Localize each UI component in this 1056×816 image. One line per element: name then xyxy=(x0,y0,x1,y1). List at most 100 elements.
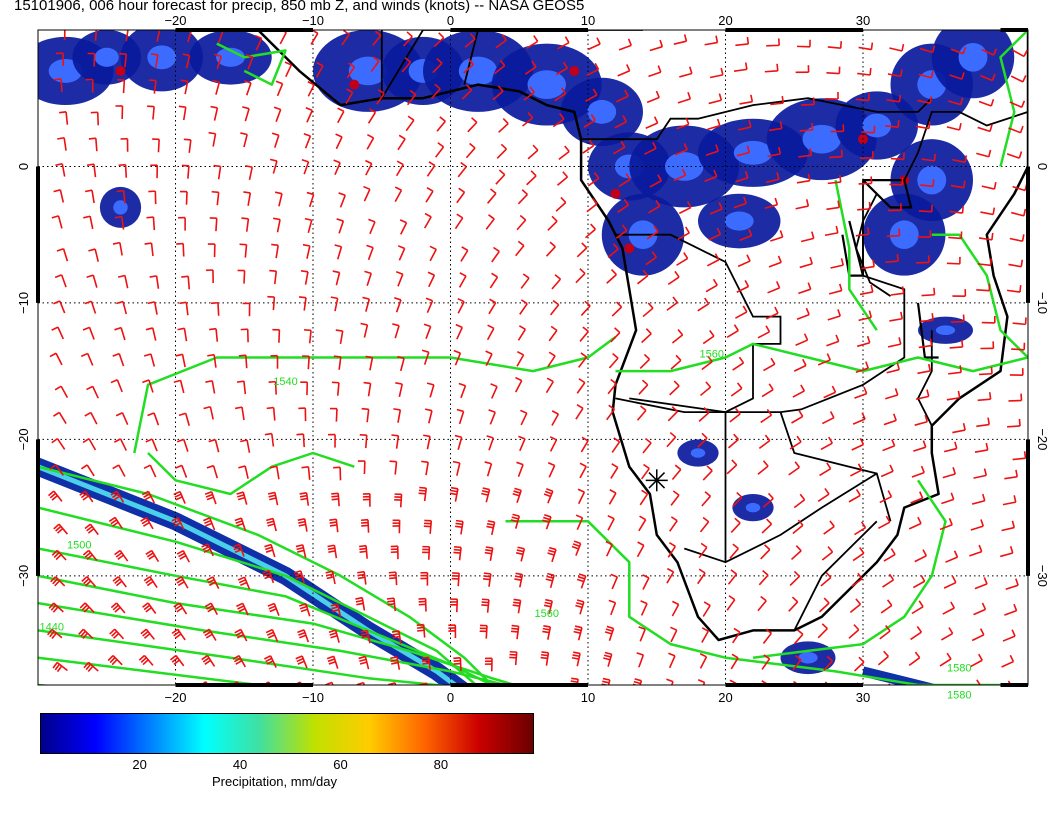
barb-feather xyxy=(1009,654,1015,662)
barb-feather xyxy=(115,412,123,417)
wind-barb xyxy=(677,92,692,104)
barb-feather xyxy=(616,301,623,308)
barb-feather xyxy=(110,379,118,384)
barb-feather xyxy=(54,691,58,697)
wind-barb xyxy=(671,329,684,344)
barb-feather xyxy=(299,634,307,639)
wind-barb xyxy=(817,623,828,639)
barb-feather xyxy=(529,86,535,93)
barb-feather xyxy=(486,522,495,526)
wind-barb xyxy=(981,48,998,56)
barb-staff xyxy=(737,126,752,131)
wind-barb xyxy=(702,601,711,617)
barb-feather xyxy=(81,576,88,583)
barb-feather xyxy=(49,630,55,638)
contour-line xyxy=(38,574,520,685)
wind-barb xyxy=(917,96,933,104)
barb-feather xyxy=(142,379,150,384)
wind-barb xyxy=(239,243,248,258)
wind-barb xyxy=(54,385,69,399)
barb-staff xyxy=(582,145,595,154)
barb-feather xyxy=(655,90,660,98)
wind-barb xyxy=(242,302,251,317)
barb-feather xyxy=(686,200,692,208)
barb-staff xyxy=(429,249,437,262)
barb-staff xyxy=(732,496,743,508)
barb-staff xyxy=(704,175,718,182)
wind-barb xyxy=(910,626,923,641)
barb-staff xyxy=(181,354,186,368)
barb-staff xyxy=(678,206,692,215)
barb-feather xyxy=(453,551,461,554)
barb-staff xyxy=(549,304,560,316)
barb-feather xyxy=(116,189,124,193)
barb-feather xyxy=(25,248,31,251)
barb-feather xyxy=(245,54,254,58)
wind-barb xyxy=(1012,49,1028,58)
wind-barb xyxy=(205,379,216,394)
wind-barb xyxy=(515,240,525,257)
wind-barb xyxy=(178,105,187,121)
wind-barb xyxy=(211,190,220,206)
wind-barb xyxy=(465,142,476,159)
barb-feather xyxy=(774,197,779,205)
barb-staff xyxy=(156,30,161,42)
barb-feather xyxy=(1015,578,1019,586)
barb-staff xyxy=(770,236,783,242)
barb-feather xyxy=(824,487,830,495)
barb-staff xyxy=(86,464,95,477)
barb-staff xyxy=(940,632,954,641)
barb-staff xyxy=(942,473,956,479)
barb-staff xyxy=(607,248,619,258)
barb-feather xyxy=(985,442,989,451)
barb-feather xyxy=(205,379,213,383)
barb-staff xyxy=(822,687,830,697)
wind-barb xyxy=(433,32,445,48)
barb-feather xyxy=(348,62,355,68)
wind-barb xyxy=(299,603,311,617)
barb-feather xyxy=(512,604,520,607)
wind-barb xyxy=(452,460,461,476)
wind-barb xyxy=(299,492,310,506)
wind-barb xyxy=(861,259,875,270)
barb-staff xyxy=(949,346,963,349)
wind-barb xyxy=(146,216,156,231)
barb-feather xyxy=(236,491,244,495)
barb-feather xyxy=(655,199,661,207)
barb-feather xyxy=(421,659,430,662)
barb-feather xyxy=(26,360,32,364)
barb-staff xyxy=(952,158,966,164)
wind-barb xyxy=(949,72,965,80)
barb-feather xyxy=(237,576,245,581)
barb-feather xyxy=(802,358,807,366)
barb-feather xyxy=(404,57,412,63)
barb-feather xyxy=(49,352,57,358)
wind-barb xyxy=(207,243,216,258)
barb-staff xyxy=(457,166,467,178)
barb-staff xyxy=(705,284,718,293)
barb-staff xyxy=(973,608,986,616)
barb-feather xyxy=(269,269,277,272)
barb-staff xyxy=(551,278,562,290)
barb-feather xyxy=(387,600,395,603)
barb-staff xyxy=(611,576,619,590)
barb-feather xyxy=(24,386,30,390)
wind-barb xyxy=(206,576,220,590)
barb-feather xyxy=(147,691,152,696)
barb-feather xyxy=(517,240,525,247)
wind-barb xyxy=(795,199,810,210)
wind-barb xyxy=(208,131,217,147)
barb-feather xyxy=(235,631,243,637)
wind-barb xyxy=(673,168,687,182)
wind-barb xyxy=(1008,259,1024,268)
barb-staff xyxy=(645,122,658,129)
barb-staff xyxy=(369,357,374,371)
barb-feather xyxy=(334,244,342,248)
barb-staff xyxy=(367,383,372,397)
wind-barb xyxy=(463,58,474,74)
barb-feather xyxy=(140,628,147,635)
barb-feather xyxy=(180,79,188,83)
barb-feather xyxy=(547,552,555,556)
barb-feather xyxy=(933,153,937,161)
barb-staff xyxy=(307,466,311,480)
